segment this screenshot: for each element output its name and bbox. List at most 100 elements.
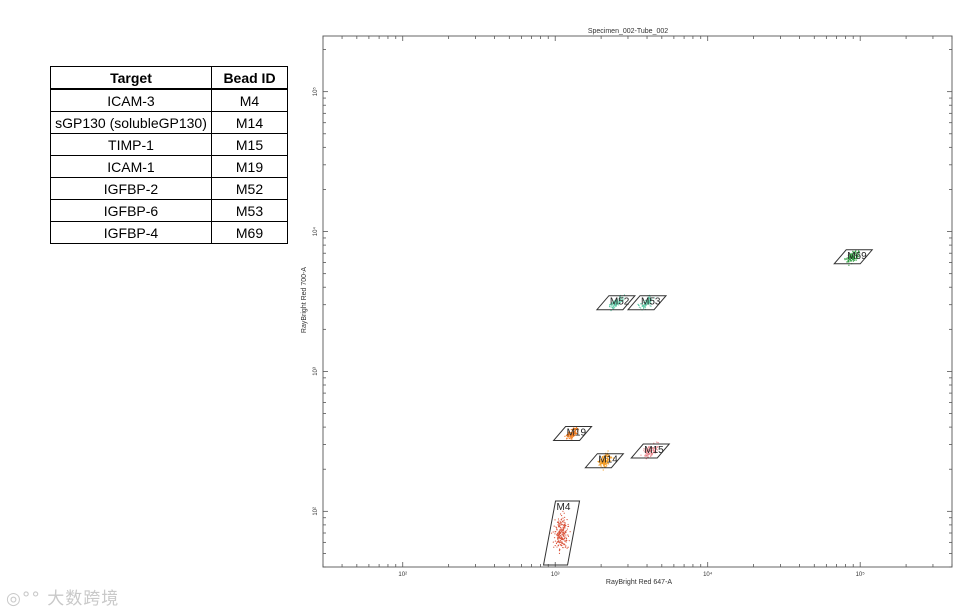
data-point (575, 432, 577, 434)
data-point (648, 449, 650, 451)
data-point (606, 455, 608, 458)
watermark-icon: ◎°° (6, 589, 41, 609)
data-point (850, 260, 852, 262)
data-point (649, 447, 651, 449)
data-point (564, 532, 566, 534)
data-point (564, 522, 566, 524)
data-point (563, 543, 565, 546)
data-point (656, 446, 659, 448)
data-point (598, 460, 601, 462)
data-point (603, 461, 606, 463)
data-point (599, 461, 601, 463)
data-point (569, 531, 571, 533)
data-point (601, 455, 604, 458)
y-axis-label: RayBright Red 700-A (301, 267, 308, 333)
data-point (643, 305, 645, 308)
data-point (643, 301, 645, 303)
gate-label: M69 (847, 251, 867, 262)
table-row: IGFBP-4 M69 (50, 221, 288, 244)
data-point (849, 257, 851, 259)
data-point (621, 297, 623, 299)
data-point (559, 541, 562, 543)
data-point (563, 534, 565, 536)
data-point (603, 465, 605, 467)
data-point (651, 450, 653, 452)
data-point (609, 459, 611, 461)
data-point (571, 429, 573, 431)
data-point (619, 298, 622, 300)
axis-ticks: 10² 10³ 10⁴ 10⁵ 10² 10³ 10⁴ 10⁵ (312, 36, 953, 578)
data-point (567, 523, 569, 526)
data-point (570, 436, 572, 438)
data-point (605, 457, 607, 459)
data-point (614, 307, 616, 309)
data-point (565, 530, 568, 532)
data-point (559, 524, 561, 526)
data-point (650, 300, 652, 302)
data-point (651, 454, 653, 456)
data-point (848, 257, 850, 260)
data-point (854, 257, 856, 259)
data-point (623, 297, 625, 299)
data-point (847, 254, 849, 256)
data-point (858, 254, 861, 256)
data-point (564, 530, 566, 532)
data-point (847, 259, 849, 261)
data-point (656, 441, 658, 443)
table-cell-target: ICAM-3 (50, 88, 212, 112)
data-point (571, 433, 573, 435)
data-point (562, 531, 565, 533)
data-point (645, 454, 647, 456)
data-point (648, 299, 650, 301)
data-point (557, 524, 559, 526)
data-point (653, 450, 656, 452)
gate-label: M53 (641, 297, 661, 308)
data-point (618, 296, 621, 298)
x-axis-label: RayBright Red 647-A (606, 579, 672, 586)
data-point (559, 549, 561, 551)
data-point (560, 544, 562, 546)
data-point (650, 303, 652, 305)
data-point (646, 449, 649, 452)
data-point (844, 257, 846, 260)
x-tick-label: 10² (398, 572, 407, 578)
data-point (569, 435, 571, 438)
data-point (563, 539, 565, 541)
data-point (561, 541, 563, 543)
data-point (552, 531, 554, 533)
bead-id-table-container: Target Bead ID ICAM-3 M4 sGP130 (soluble… (50, 66, 288, 244)
data-point (574, 433, 576, 435)
data-point (610, 460, 612, 462)
data-point (648, 445, 650, 448)
data-point (615, 298, 617, 300)
data-point (852, 252, 854, 254)
data-point (566, 539, 568, 542)
data-point (562, 510, 564, 512)
table-row: ICAM-3 M4 (50, 88, 288, 112)
data-point (637, 303, 639, 305)
data-point (558, 522, 560, 525)
data-point (642, 305, 645, 307)
data-point (559, 542, 561, 544)
data-point (851, 257, 853, 259)
data-point (642, 307, 645, 310)
data-point (611, 304, 613, 306)
data-point (560, 527, 562, 529)
data-point (655, 448, 657, 451)
data-point (602, 457, 604, 460)
data-point (848, 259, 850, 261)
data-point (642, 304, 644, 306)
data-point (558, 537, 561, 539)
data-point (606, 460, 608, 462)
data-point (568, 540, 570, 542)
data-point (643, 451, 646, 453)
data-point (647, 302, 649, 304)
data-point (565, 524, 567, 527)
data-point (554, 533, 556, 535)
data-point (576, 427, 578, 429)
data-point (650, 448, 652, 450)
data-point (647, 300, 650, 302)
data-point (644, 303, 646, 306)
data-point (610, 302, 613, 304)
